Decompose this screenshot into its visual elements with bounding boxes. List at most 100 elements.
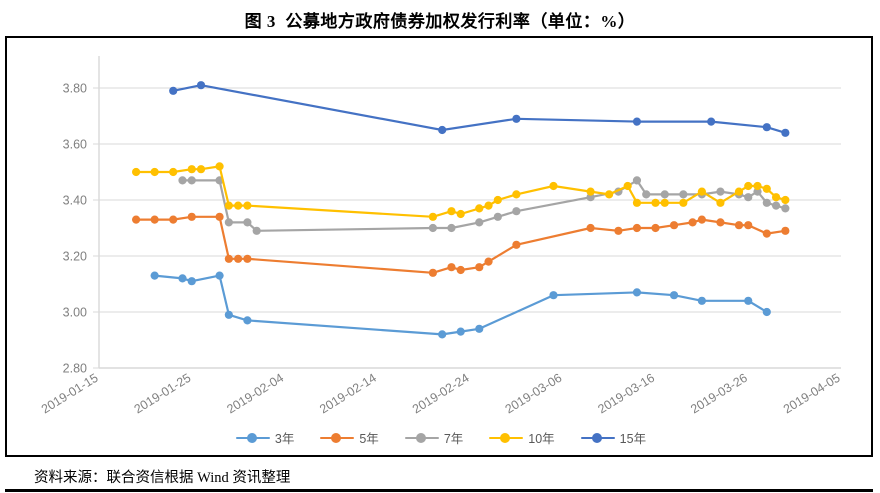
data-point [512,207,521,216]
data-point [651,223,660,233]
x-tick-label: 2019-01-15 [39,371,101,417]
data-point [781,195,790,205]
data-point [224,201,233,210]
legend-swatch-icon [404,432,439,444]
data-point [651,198,660,207]
data-point [224,218,233,227]
line-chart: 3.803.603.403.203.002.80 2019-01-15 2019-… [39,56,843,417]
legend-item-7年[interactable]: 7年 [404,428,463,447]
data-point [586,187,595,196]
data-point [493,212,502,221]
data-point [438,125,447,135]
data-point [169,215,178,224]
data-point [632,223,642,233]
data-point [688,218,697,227]
data-point [428,268,437,277]
data-point [132,167,141,177]
legend-label: 3年 [274,432,295,446]
data-point [456,327,465,336]
axis-lines [98,56,841,369]
data-point [744,221,753,230]
y-tick-label: 3.80 [63,82,87,96]
data-point [215,162,224,171]
data-point [187,277,196,286]
data-point [632,176,642,185]
legend-item-15年[interactable]: 15年 [580,428,646,447]
data-point [150,271,159,280]
data-point [632,117,642,126]
x-tick-label: 2019-03-06 [503,371,565,417]
data-point [428,212,437,221]
data-point [475,204,484,213]
legend-swatch-icon [580,432,615,444]
data-point [716,218,725,227]
series-line [153,274,768,336]
legend-item-10年[interactable]: 10年 [489,428,555,447]
legend-swatch-icon [489,432,524,444]
data-point [781,204,790,213]
data-point [447,263,456,272]
data-point [753,181,762,191]
series-3年 [150,271,771,339]
data-point [456,209,465,219]
data-point [475,218,484,227]
data-point [178,274,187,283]
data-point [447,207,456,216]
data-point [716,198,725,207]
data-point [781,128,790,137]
data-point [771,201,781,210]
x-tick-label: 2019-03-26 [688,371,750,417]
data-point [187,165,196,174]
x-tick-label: 2019-01-25 [132,371,194,417]
data-point [762,123,771,132]
data-point [642,190,651,199]
data-point [150,215,159,224]
page-title: 图 3 公募地方政府债券加权发行利率（单位：%） [244,12,636,31]
data-point [679,198,688,207]
data-point [243,201,252,210]
data-point [456,265,465,275]
data-point [132,215,141,224]
data-point [679,190,688,199]
data-point [744,181,753,191]
data-point [475,324,484,333]
data-point [447,223,456,233]
data-point [734,221,744,230]
data-point [187,176,196,185]
data-point [762,184,771,193]
data-point [243,218,252,227]
series-15年 [169,81,790,137]
data-point [178,176,187,185]
legend-item-5年[interactable]: 5年 [320,428,379,447]
data-point [549,181,558,191]
data-point [697,215,706,224]
data-point [762,198,771,207]
legend-swatch-icon [320,432,355,444]
data-point [493,195,502,205]
data-point [614,226,623,235]
series-line [135,165,787,218]
data-point [169,167,178,177]
bottom-rule [5,489,873,492]
x-tick-label: 2019-02-14 [317,371,379,417]
gridlines [93,87,841,369]
data-point [234,254,243,263]
data-point [549,291,558,300]
data-point [438,330,447,339]
data-point [187,212,196,221]
data-point [484,257,493,266]
data-point [224,310,233,319]
x-tick-label: 2019-04-05 [781,371,843,417]
data-point [196,165,206,174]
legend-item-3年[interactable]: 3年 [235,428,295,447]
y-tick-label: 3.60 [63,138,87,152]
data-point [234,201,243,210]
legend-label: 5年 [359,432,379,446]
data-point [484,201,493,210]
data-point [744,296,753,305]
data-point [243,316,252,325]
data-point [660,190,669,199]
data-point [586,223,595,233]
data-point [252,226,261,235]
